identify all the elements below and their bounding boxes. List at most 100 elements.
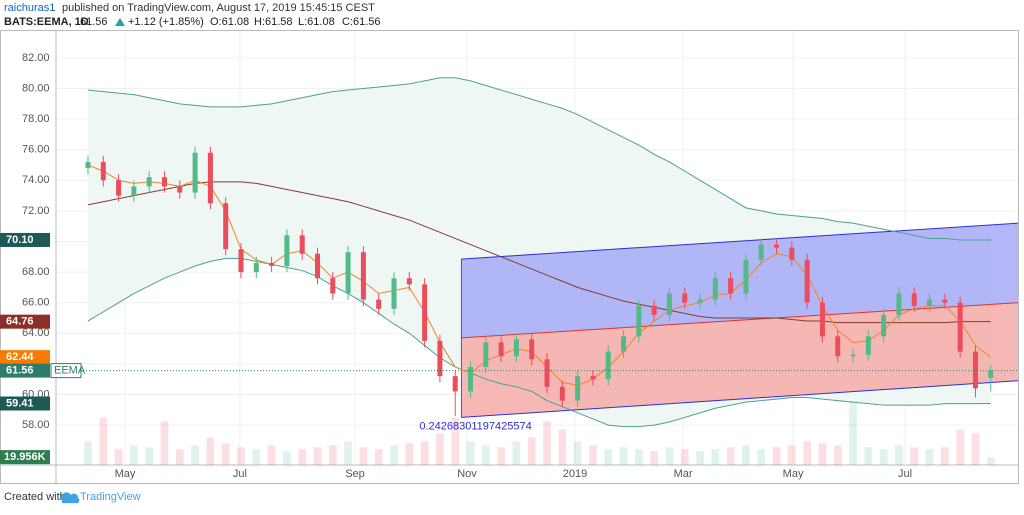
price-badge-label: 62.44	[6, 351, 34, 363]
channel-lower-fill	[461, 302, 1019, 418]
volume-bar	[833, 445, 842, 465]
candle-body	[621, 336, 627, 352]
candle-body	[498, 342, 504, 357]
volume-bar	[864, 447, 873, 465]
logo	[61, 492, 80, 503]
price-badge	[0, 363, 50, 378]
volume-bar	[328, 445, 337, 465]
volume-bar	[895, 445, 903, 465]
y-tick-label: 74.00	[22, 174, 50, 186]
volume-bar	[635, 449, 643, 465]
bollinger-lower	[87, 257, 991, 428]
candle-body	[636, 305, 642, 337]
volume-bar	[910, 447, 919, 465]
candle-body	[774, 244, 780, 248]
candle-body	[315, 253, 321, 279]
candle-body	[437, 340, 443, 377]
candle-body	[605, 351, 611, 380]
x-tick-label: Jul	[233, 468, 247, 480]
candle-body	[881, 314, 887, 337]
candle-body	[207, 152, 213, 204]
volume-bar	[451, 417, 460, 465]
change: +1.12 (+1.85%)	[128, 16, 204, 28]
volume-bar	[543, 421, 551, 465]
volume-bar	[359, 447, 368, 465]
y-tick-label: 66.00	[22, 297, 50, 309]
candle-body	[789, 247, 795, 260]
candle-body	[850, 354, 856, 357]
volume-bar	[604, 449, 613, 465]
price-badge-label: 59.41	[6, 397, 34, 409]
up-arrow	[115, 18, 125, 26]
author[interactable]: raichuras1	[4, 2, 55, 14]
y-tick-label: 58.00	[22, 419, 50, 431]
volume-bar	[160, 421, 169, 465]
ohlc-value: L:61.08	[298, 16, 335, 28]
candle-body	[697, 299, 703, 303]
price-badge-label: 64.76	[6, 316, 34, 328]
volume-bar	[206, 437, 215, 465]
footer-brand[interactable]: TradingView	[80, 491, 141, 503]
volume-bar	[267, 445, 276, 465]
price-badge	[0, 232, 50, 247]
y-tick-label: 78.00	[22, 113, 50, 125]
candle-body	[360, 252, 366, 300]
price-badge	[0, 396, 50, 411]
volume-bar	[971, 433, 980, 465]
volume-bar	[941, 447, 949, 465]
candle-body	[927, 299, 933, 306]
volume-bar	[696, 451, 704, 465]
candle-body	[590, 376, 596, 380]
candle-body	[85, 161, 91, 169]
candle-body	[269, 262, 275, 266]
volume-bar	[405, 443, 414, 465]
bollinger-upper	[87, 77, 991, 241]
volume-bar	[772, 447, 781, 465]
candle-body	[468, 366, 474, 392]
candle-body	[911, 293, 917, 306]
candle-body	[972, 351, 978, 389]
candle-body	[529, 339, 535, 360]
candle-body	[406, 278, 412, 285]
volume-bar	[742, 445, 750, 465]
price-badge-label: 70.10	[6, 234, 34, 246]
candle-body	[513, 339, 519, 357]
symbol: BATS:EEMA, 1D	[4, 16, 89, 28]
candle-body	[452, 376, 458, 392]
volume-bar	[497, 447, 505, 465]
volume-bar	[481, 445, 490, 465]
candle-body	[819, 302, 825, 337]
volume-bar	[573, 441, 582, 465]
volume-bar	[803, 441, 811, 465]
ohlc-value: O:61.08	[210, 16, 249, 28]
y-tick-label: 64.00	[22, 327, 50, 339]
volume-bar	[283, 451, 291, 465]
candle-body	[835, 336, 841, 357]
volume-badge	[0, 450, 50, 465]
volume-bar	[191, 445, 199, 465]
candle-body	[284, 235, 290, 266]
volume-bar	[374, 449, 383, 465]
candle-body	[804, 259, 810, 303]
volume-bar	[420, 441, 429, 465]
candle-body	[161, 177, 167, 187]
channel-upper	[461, 222, 1019, 260]
y-tick-label: 72.00	[22, 205, 50, 217]
x-tick-label: Mar	[674, 468, 693, 480]
volume-bar	[466, 441, 475, 465]
volume-bar	[512, 441, 521, 465]
volume-bar	[221, 443, 230, 465]
price-tag-box	[50, 363, 82, 379]
volume-bar	[818, 443, 827, 465]
volume-bar	[298, 449, 307, 465]
ohlc-value: C:61.56	[342, 16, 381, 28]
x-tick-label: May	[115, 468, 136, 480]
volume-bar	[175, 449, 184, 465]
ohlc-value: H:61.58	[254, 16, 293, 28]
price-tag: EEMA	[54, 365, 86, 377]
candle-body	[575, 376, 581, 401]
x-tick-label: 2019	[563, 468, 587, 480]
candle-body	[666, 293, 672, 315]
candle-body	[544, 359, 550, 387]
